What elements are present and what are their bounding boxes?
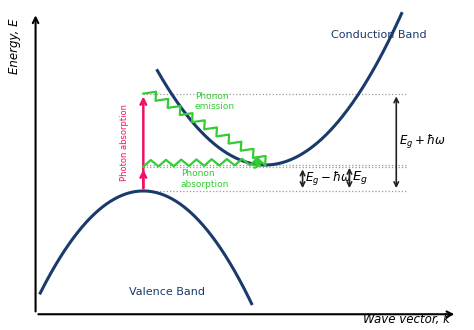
Text: Phonon
absorption: Phonon absorption [181, 169, 229, 189]
Text: Conduction Band: Conduction Band [331, 30, 426, 40]
Text: Photon absorption: Photon absorption [120, 104, 129, 181]
Text: Energy, E: Energy, E [8, 19, 21, 75]
Text: $E_g+\hbar\omega$: $E_g+\hbar\omega$ [399, 133, 446, 151]
Text: Valence Band: Valence Band [129, 286, 205, 297]
Text: $E_g$: $E_g$ [352, 170, 368, 186]
Text: Wave vector, k: Wave vector, k [363, 313, 450, 326]
Text: Phonon
emission: Phonon emission [195, 92, 235, 112]
Text: $E_g-\hbar\omega$: $E_g-\hbar\omega$ [305, 170, 352, 188]
